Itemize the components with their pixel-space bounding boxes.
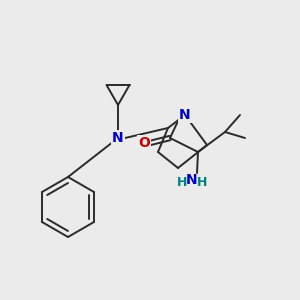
- Text: N: N: [112, 131, 124, 145]
- Text: N: N: [179, 108, 191, 122]
- Text: H: H: [177, 176, 187, 188]
- Text: O: O: [138, 136, 150, 150]
- Text: N: N: [186, 173, 198, 187]
- Text: H: H: [197, 176, 207, 188]
